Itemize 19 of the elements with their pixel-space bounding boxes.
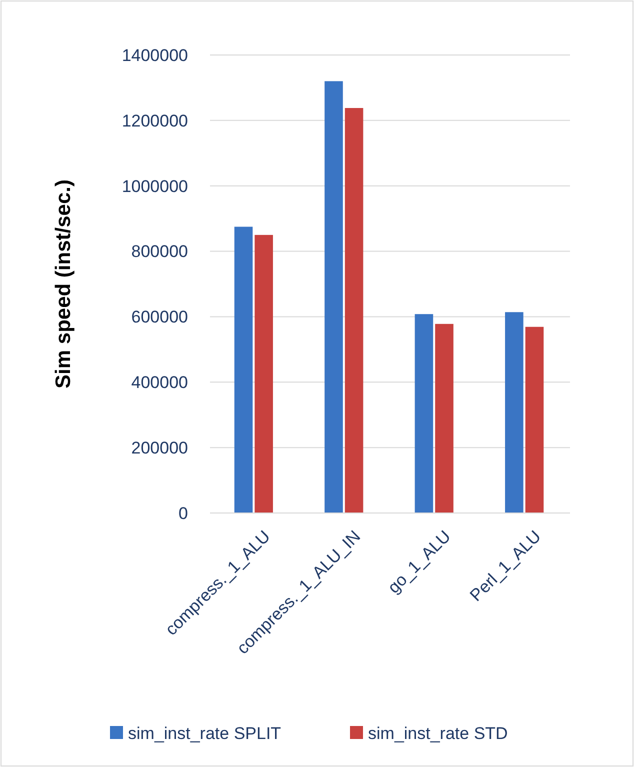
y-tick-label: 1400000 (122, 46, 188, 65)
bar (525, 326, 544, 513)
bar (414, 314, 434, 513)
y-tick-label: 1200000 (122, 111, 188, 130)
bar (344, 108, 364, 513)
y-tick-label: 1000000 (122, 176, 188, 196)
bar (324, 81, 343, 513)
legend-label: sim_inst_rate STD (368, 724, 508, 743)
y-tick-label: 400000 (131, 373, 188, 392)
legend-label: sim_inst_rate SPLIT (128, 724, 282, 743)
bar (254, 234, 273, 513)
bar (435, 324, 454, 513)
y-tick-label: 200000 (131, 438, 188, 458)
y-tick-label: 800000 (131, 242, 188, 262)
bar (505, 312, 524, 513)
y-tick-label: 600000 (131, 308, 188, 327)
y-tick-label: 0 (178, 504, 188, 523)
bar (234, 226, 253, 513)
y-axis-title: Sim speed (inst/sec.) (52, 180, 75, 388)
